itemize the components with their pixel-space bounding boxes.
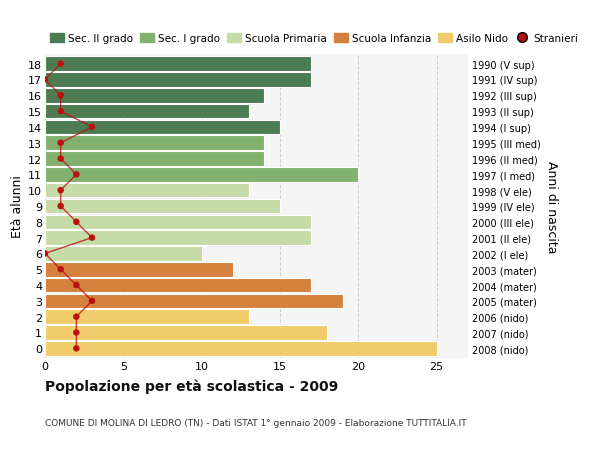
Bar — [45, 184, 248, 198]
Point — [71, 313, 81, 321]
Point — [71, 345, 81, 352]
Point — [87, 235, 97, 242]
Bar — [45, 57, 311, 72]
Y-axis label: Età alunni: Età alunni — [11, 175, 24, 238]
Point — [71, 218, 81, 226]
Point — [56, 266, 65, 273]
Bar — [45, 73, 311, 88]
Point — [56, 156, 65, 163]
Bar — [45, 199, 280, 214]
Point — [71, 171, 81, 179]
Bar — [45, 341, 437, 356]
Point — [71, 282, 81, 289]
Bar — [45, 215, 311, 230]
Bar — [45, 278, 311, 293]
Point — [56, 187, 65, 195]
Text: COMUNE DI MOLINA DI LEDRO (TN) - Dati ISTAT 1° gennaio 2009 - Elaborazione TUTTI: COMUNE DI MOLINA DI LEDRO (TN) - Dati IS… — [45, 418, 467, 427]
Point — [56, 92, 65, 100]
Point — [56, 61, 65, 68]
Bar — [45, 136, 265, 151]
Bar — [45, 231, 311, 246]
Point — [40, 77, 50, 84]
Bar — [45, 246, 202, 261]
Point — [71, 329, 81, 336]
Legend: Sec. II grado, Sec. I grado, Scuola Primaria, Scuola Infanzia, Asilo Nido, Stran: Sec. II grado, Sec. I grado, Scuola Prim… — [50, 34, 578, 44]
Point — [40, 250, 50, 257]
Point — [56, 140, 65, 147]
Y-axis label: Anni di nascita: Anni di nascita — [545, 160, 557, 253]
Bar — [45, 294, 343, 308]
Bar — [45, 310, 248, 324]
Point — [56, 108, 65, 116]
Text: Popolazione per età scolastica - 2009: Popolazione per età scolastica - 2009 — [45, 379, 338, 393]
Bar — [45, 325, 327, 340]
Bar — [45, 152, 265, 167]
Point — [56, 203, 65, 210]
Point — [87, 297, 97, 305]
Bar — [45, 168, 358, 182]
Bar — [45, 263, 233, 277]
Point — [87, 124, 97, 131]
Bar — [45, 105, 248, 119]
Bar — [45, 89, 265, 103]
Bar — [45, 120, 280, 135]
